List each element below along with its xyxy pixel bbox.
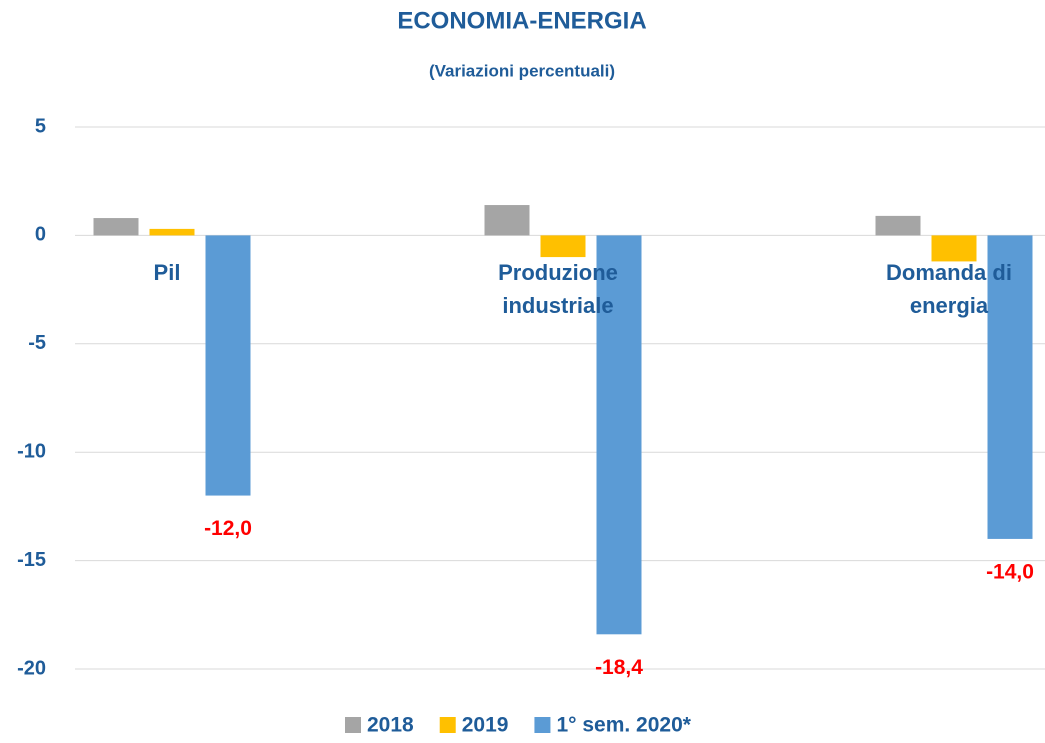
y-tick-label: 0 <box>35 224 46 246</box>
bar <box>205 235 251 496</box>
legend-swatch <box>534 717 551 733</box>
bar <box>987 235 1033 539</box>
y-tick-label: -10 <box>17 440 46 462</box>
bar <box>540 235 586 258</box>
category-label: Pil <box>153 260 181 285</box>
value-label: -12,0 <box>204 517 252 540</box>
legend-label: 2018 <box>367 714 414 737</box>
legend-label: 1° sem. 2020* <box>556 714 691 737</box>
legend-swatch <box>439 717 456 733</box>
value-label: -14,0 <box>986 560 1034 583</box>
y-tick-label: -20 <box>17 657 46 679</box>
bar <box>93 218 139 236</box>
bar <box>484 205 530 236</box>
chart-title: ECONOMIA-ENERGIA <box>397 7 646 34</box>
legend-label: 2019 <box>462 714 509 737</box>
y-tick-label: -5 <box>28 332 46 354</box>
category-label: Produzione industriale <box>498 260 618 318</box>
y-tick-label: 5 <box>35 115 46 137</box>
category-label: Domanda di energia <box>886 260 1012 318</box>
bar <box>596 235 642 635</box>
bar <box>875 215 921 236</box>
y-tick-label: -15 <box>17 549 46 571</box>
chart-subtitle: (Variazioni percentuali) <box>429 61 615 80</box>
bar <box>931 235 977 262</box>
bar <box>149 228 195 236</box>
legend-swatch <box>345 717 361 733</box>
value-label: -18,4 <box>595 656 643 679</box>
